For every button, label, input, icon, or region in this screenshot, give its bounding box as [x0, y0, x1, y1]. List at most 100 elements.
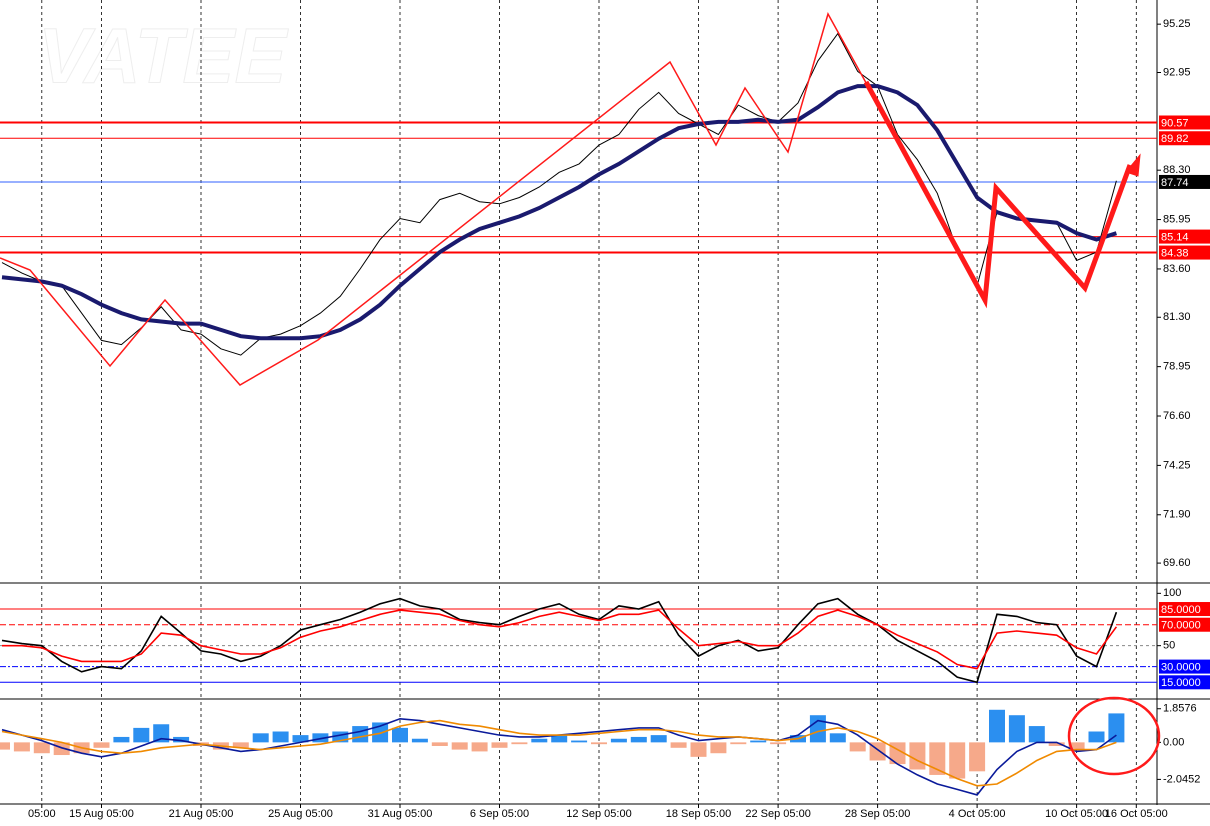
- y-tick-label: 81.30: [1163, 311, 1191, 323]
- x-tick-label: 16 Oct 05:00: [1105, 808, 1168, 820]
- level-label: 30.0000: [1161, 662, 1201, 674]
- histogram-bar: [33, 742, 50, 754]
- level-label-box: [1159, 659, 1210, 674]
- y-tick-label: 0.00: [1163, 736, 1184, 748]
- x-tick-label: 31 Aug 05:00: [368, 808, 433, 820]
- level-label: 15.0000: [1161, 677, 1201, 689]
- histogram-bar: [1068, 742, 1085, 750]
- histogram-bar: [0, 742, 10, 750]
- x-tick-label: 28 Sep 05:00: [845, 808, 910, 820]
- histogram-bar: [153, 724, 170, 743]
- level-label: 84.38: [1161, 247, 1189, 259]
- histogram-bar: [531, 738, 548, 743]
- trend-annotations: [0, 12, 1161, 776]
- histogram-bar: [471, 742, 488, 752]
- histogram-bar: [770, 742, 787, 745]
- histogram-bar: [989, 709, 1005, 743]
- level-label-box: [1159, 229, 1210, 244]
- y-tick-label: 50: [1163, 640, 1175, 652]
- y-tick-label: 88.30: [1163, 164, 1191, 176]
- histogram-bar: [929, 742, 946, 775]
- level-label: 87.74: [1161, 177, 1189, 189]
- histogram-bar: [630, 736, 647, 743]
- histogram-bar: [133, 727, 150, 743]
- histogram-bar: [352, 726, 369, 743]
- histogram-bar: [232, 742, 249, 748]
- y-tick-label: 100: [1163, 587, 1181, 599]
- histogram-bar: [710, 742, 727, 754]
- watermark: VATEE: [38, 12, 288, 100]
- histogram-bar: [809, 715, 826, 743]
- level-label-box: [1159, 617, 1210, 632]
- x-tick-label: 18 Sep 05:00: [666, 808, 731, 820]
- level-label: 85.0000: [1161, 604, 1201, 616]
- histogram-bar: [949, 742, 966, 779]
- histogram-bar: [1048, 742, 1065, 746]
- level-label-box: [1159, 602, 1210, 617]
- y-tick-label: 1.8576: [1163, 703, 1197, 715]
- histogram-bar: [969, 742, 986, 772]
- x-tick-label: 12 Sep 05:00: [566, 808, 631, 820]
- level-label: 70.0000: [1161, 620, 1201, 632]
- histogram-bar: [551, 735, 568, 743]
- x-tick-label: 22 Sep 05:00: [745, 808, 810, 820]
- y-tick-label: 92.95: [1163, 66, 1191, 78]
- histogram-bar: [670, 742, 687, 748]
- histogram-bar: [312, 733, 329, 743]
- series-line: [1, 84, 1118, 341]
- histogram-bar: [909, 742, 926, 770]
- y-tick-label: 85.95: [1163, 213, 1191, 225]
- histogram-bar: [451, 742, 468, 750]
- histogram-bar: [591, 742, 607, 745]
- histogram-bar: [332, 731, 349, 743]
- level-label-box: [1159, 174, 1210, 189]
- level-label-box: [1159, 131, 1210, 146]
- histogram-bar: [292, 735, 309, 743]
- level-label: 85.14: [1161, 231, 1189, 243]
- histogram-bar: [252, 733, 269, 743]
- histogram-bar: [491, 742, 508, 748]
- x-tick-label: 10 Oct 05:00: [1045, 808, 1108, 820]
- series-line: [2, 609, 1118, 670]
- y-tick-label: 76.60: [1163, 410, 1191, 422]
- x-tick-label: 6 Sep 05:00: [470, 808, 529, 820]
- y-tick-label: 95.25: [1163, 18, 1191, 30]
- series-line: [1, 719, 1117, 787]
- histogram-bar: [392, 727, 408, 743]
- histogram-bar: [650, 735, 667, 743]
- y-tick-label: -2.0452: [1163, 773, 1200, 785]
- level-label-box: [1159, 675, 1210, 690]
- histogram-bar: [173, 736, 190, 743]
- level-label: 89.82: [1161, 133, 1189, 145]
- level-label-box: [1159, 245, 1210, 260]
- histogram-bar: [511, 742, 528, 745]
- zigzag: [0, 12, 871, 386]
- histogram-bar: [571, 740, 588, 743]
- y-tick-label: 83.60: [1163, 263, 1191, 275]
- level-label: 90.57: [1161, 117, 1189, 129]
- x-tick-label: 21 Aug 05:00: [169, 808, 234, 820]
- histogram-bar: [750, 740, 767, 743]
- histogram-bar: [730, 742, 747, 745]
- y-tick-label: 71.90: [1163, 509, 1191, 521]
- series-line: [1, 32, 1117, 356]
- histogram-bar: [690, 742, 707, 757]
- zigzag-bold: [863, 80, 1133, 309]
- x-tick-label: 25 Aug 05:00: [268, 808, 333, 820]
- histogram-bar: [1008, 715, 1025, 743]
- y-tick-label: 69.60: [1163, 557, 1191, 569]
- histogram-bar: [1028, 726, 1045, 743]
- highlight-circle: [1067, 696, 1161, 776]
- level-label-box: [1159, 115, 1210, 130]
- histogram-bar: [272, 731, 289, 743]
- histogram-bar: [93, 742, 110, 748]
- histogram-bar: [829, 733, 846, 743]
- histogram-bar: [411, 738, 428, 743]
- histogram-bar: [1088, 731, 1105, 743]
- arrow-head: [1125, 153, 1141, 177]
- x-tick-label: 15 Aug 05:00: [69, 808, 134, 820]
- y-tick-label: 74.25: [1163, 459, 1191, 471]
- histogram-bar: [1108, 713, 1125, 743]
